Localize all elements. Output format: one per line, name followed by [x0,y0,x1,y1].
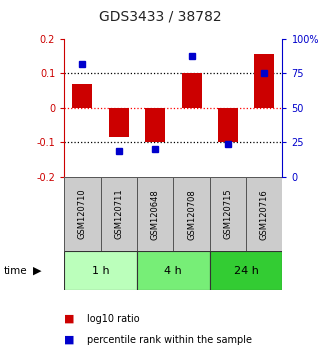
Bar [73,84,92,108]
Bar [210,251,282,290]
Bar [145,108,165,143]
Text: 24 h: 24 h [234,266,258,276]
Bar [173,177,210,251]
Text: log10 ratio: log10 ratio [87,314,139,324]
Text: ▶: ▶ [33,266,41,276]
Bar [137,177,173,251]
Text: GSM120715: GSM120715 [223,189,232,240]
Bar [182,73,202,108]
Bar [137,251,210,290]
Bar [64,251,137,290]
Bar [218,108,238,143]
Text: percentile rank within the sample: percentile rank within the sample [87,335,252,345]
Bar [254,55,274,108]
Text: ■: ■ [64,335,75,345]
Text: 4 h: 4 h [164,266,182,276]
Text: time: time [3,266,27,276]
Text: ■: ■ [64,314,75,324]
Text: GSM120710: GSM120710 [78,189,87,240]
Bar [210,177,246,251]
Bar [64,177,100,251]
Text: 1 h: 1 h [92,266,109,276]
Text: GSM120648: GSM120648 [151,189,160,240]
Text: GSM120708: GSM120708 [187,189,196,240]
Bar [246,177,282,251]
Text: GSM120716: GSM120716 [260,189,269,240]
Text: GSM120711: GSM120711 [114,189,123,240]
Text: GDS3433 / 38782: GDS3433 / 38782 [99,9,222,23]
Bar [100,177,137,251]
Bar [109,108,129,137]
